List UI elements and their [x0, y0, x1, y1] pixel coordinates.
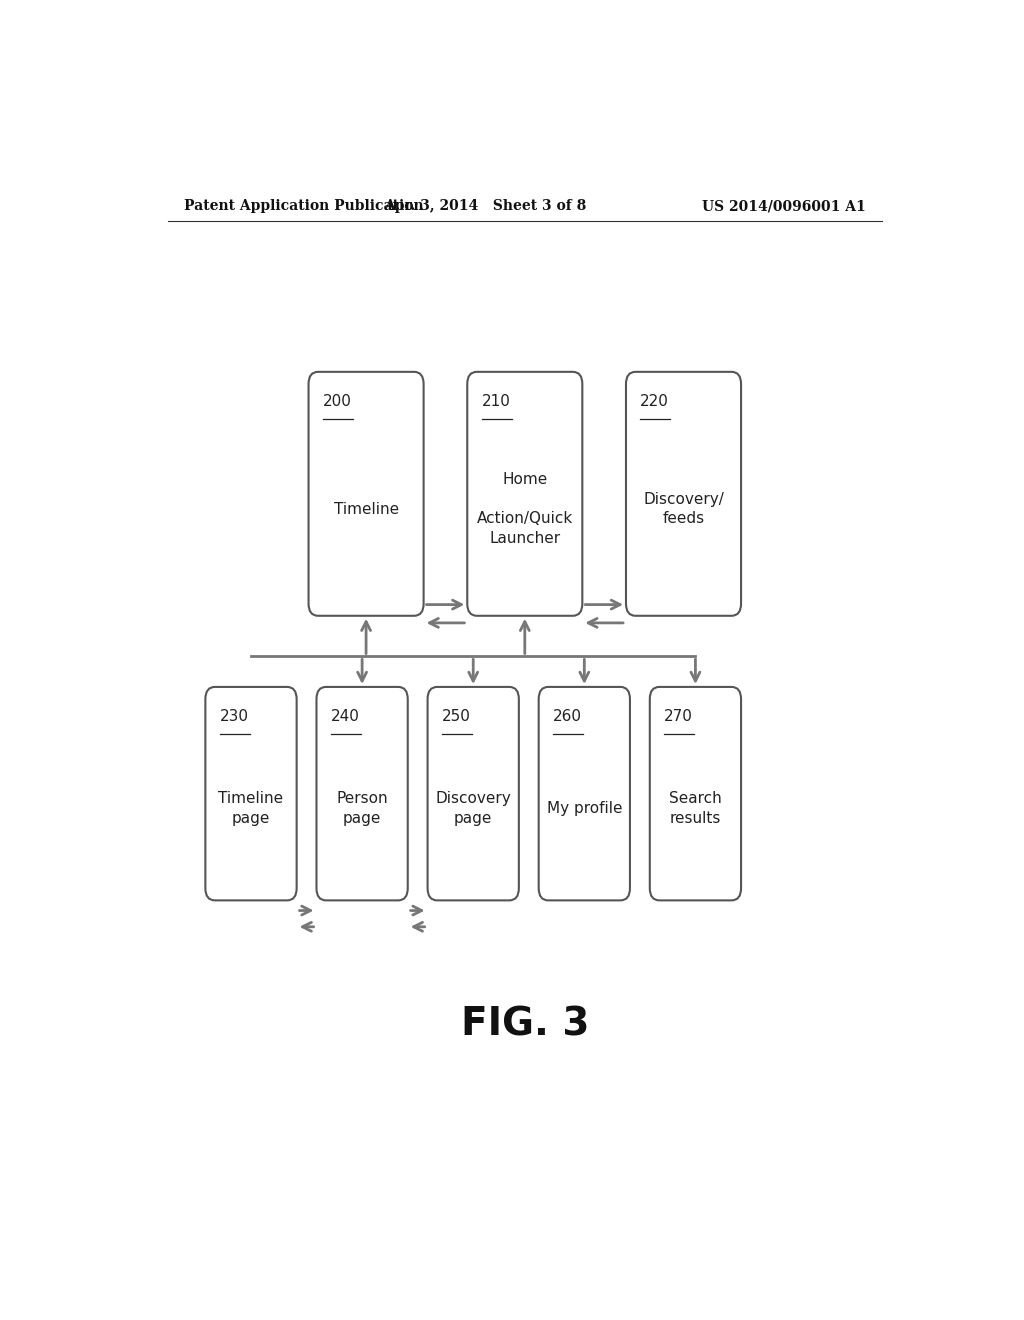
Text: Home

Action/Quick
Launcher: Home Action/Quick Launcher	[477, 471, 572, 546]
FancyBboxPatch shape	[316, 686, 408, 900]
Text: My profile: My profile	[547, 801, 622, 816]
Text: 270: 270	[665, 709, 693, 725]
Text: Person
page: Person page	[336, 792, 388, 826]
Text: 230: 230	[220, 709, 249, 725]
Text: 260: 260	[553, 709, 582, 725]
Text: Patent Application Publication: Patent Application Publication	[183, 199, 423, 213]
FancyBboxPatch shape	[467, 372, 583, 615]
FancyBboxPatch shape	[539, 686, 630, 900]
Text: Discovery
page: Discovery page	[435, 792, 511, 826]
Text: 220: 220	[640, 395, 669, 409]
FancyBboxPatch shape	[626, 372, 741, 615]
Text: Timeline: Timeline	[334, 502, 398, 516]
Text: FIG. 3: FIG. 3	[461, 1006, 589, 1043]
Text: Search
results: Search results	[669, 792, 722, 826]
FancyBboxPatch shape	[206, 686, 297, 900]
FancyBboxPatch shape	[428, 686, 519, 900]
Text: 250: 250	[442, 709, 471, 725]
FancyBboxPatch shape	[650, 686, 741, 900]
Text: 200: 200	[323, 395, 351, 409]
Text: Apr. 3, 2014   Sheet 3 of 8: Apr. 3, 2014 Sheet 3 of 8	[384, 199, 587, 213]
Text: 240: 240	[331, 709, 359, 725]
FancyBboxPatch shape	[308, 372, 424, 615]
Text: Discovery/
feeds: Discovery/ feeds	[643, 491, 724, 527]
Text: Timeline
page: Timeline page	[218, 792, 284, 826]
Text: US 2014/0096001 A1: US 2014/0096001 A1	[702, 199, 866, 213]
Text: 210: 210	[481, 395, 510, 409]
